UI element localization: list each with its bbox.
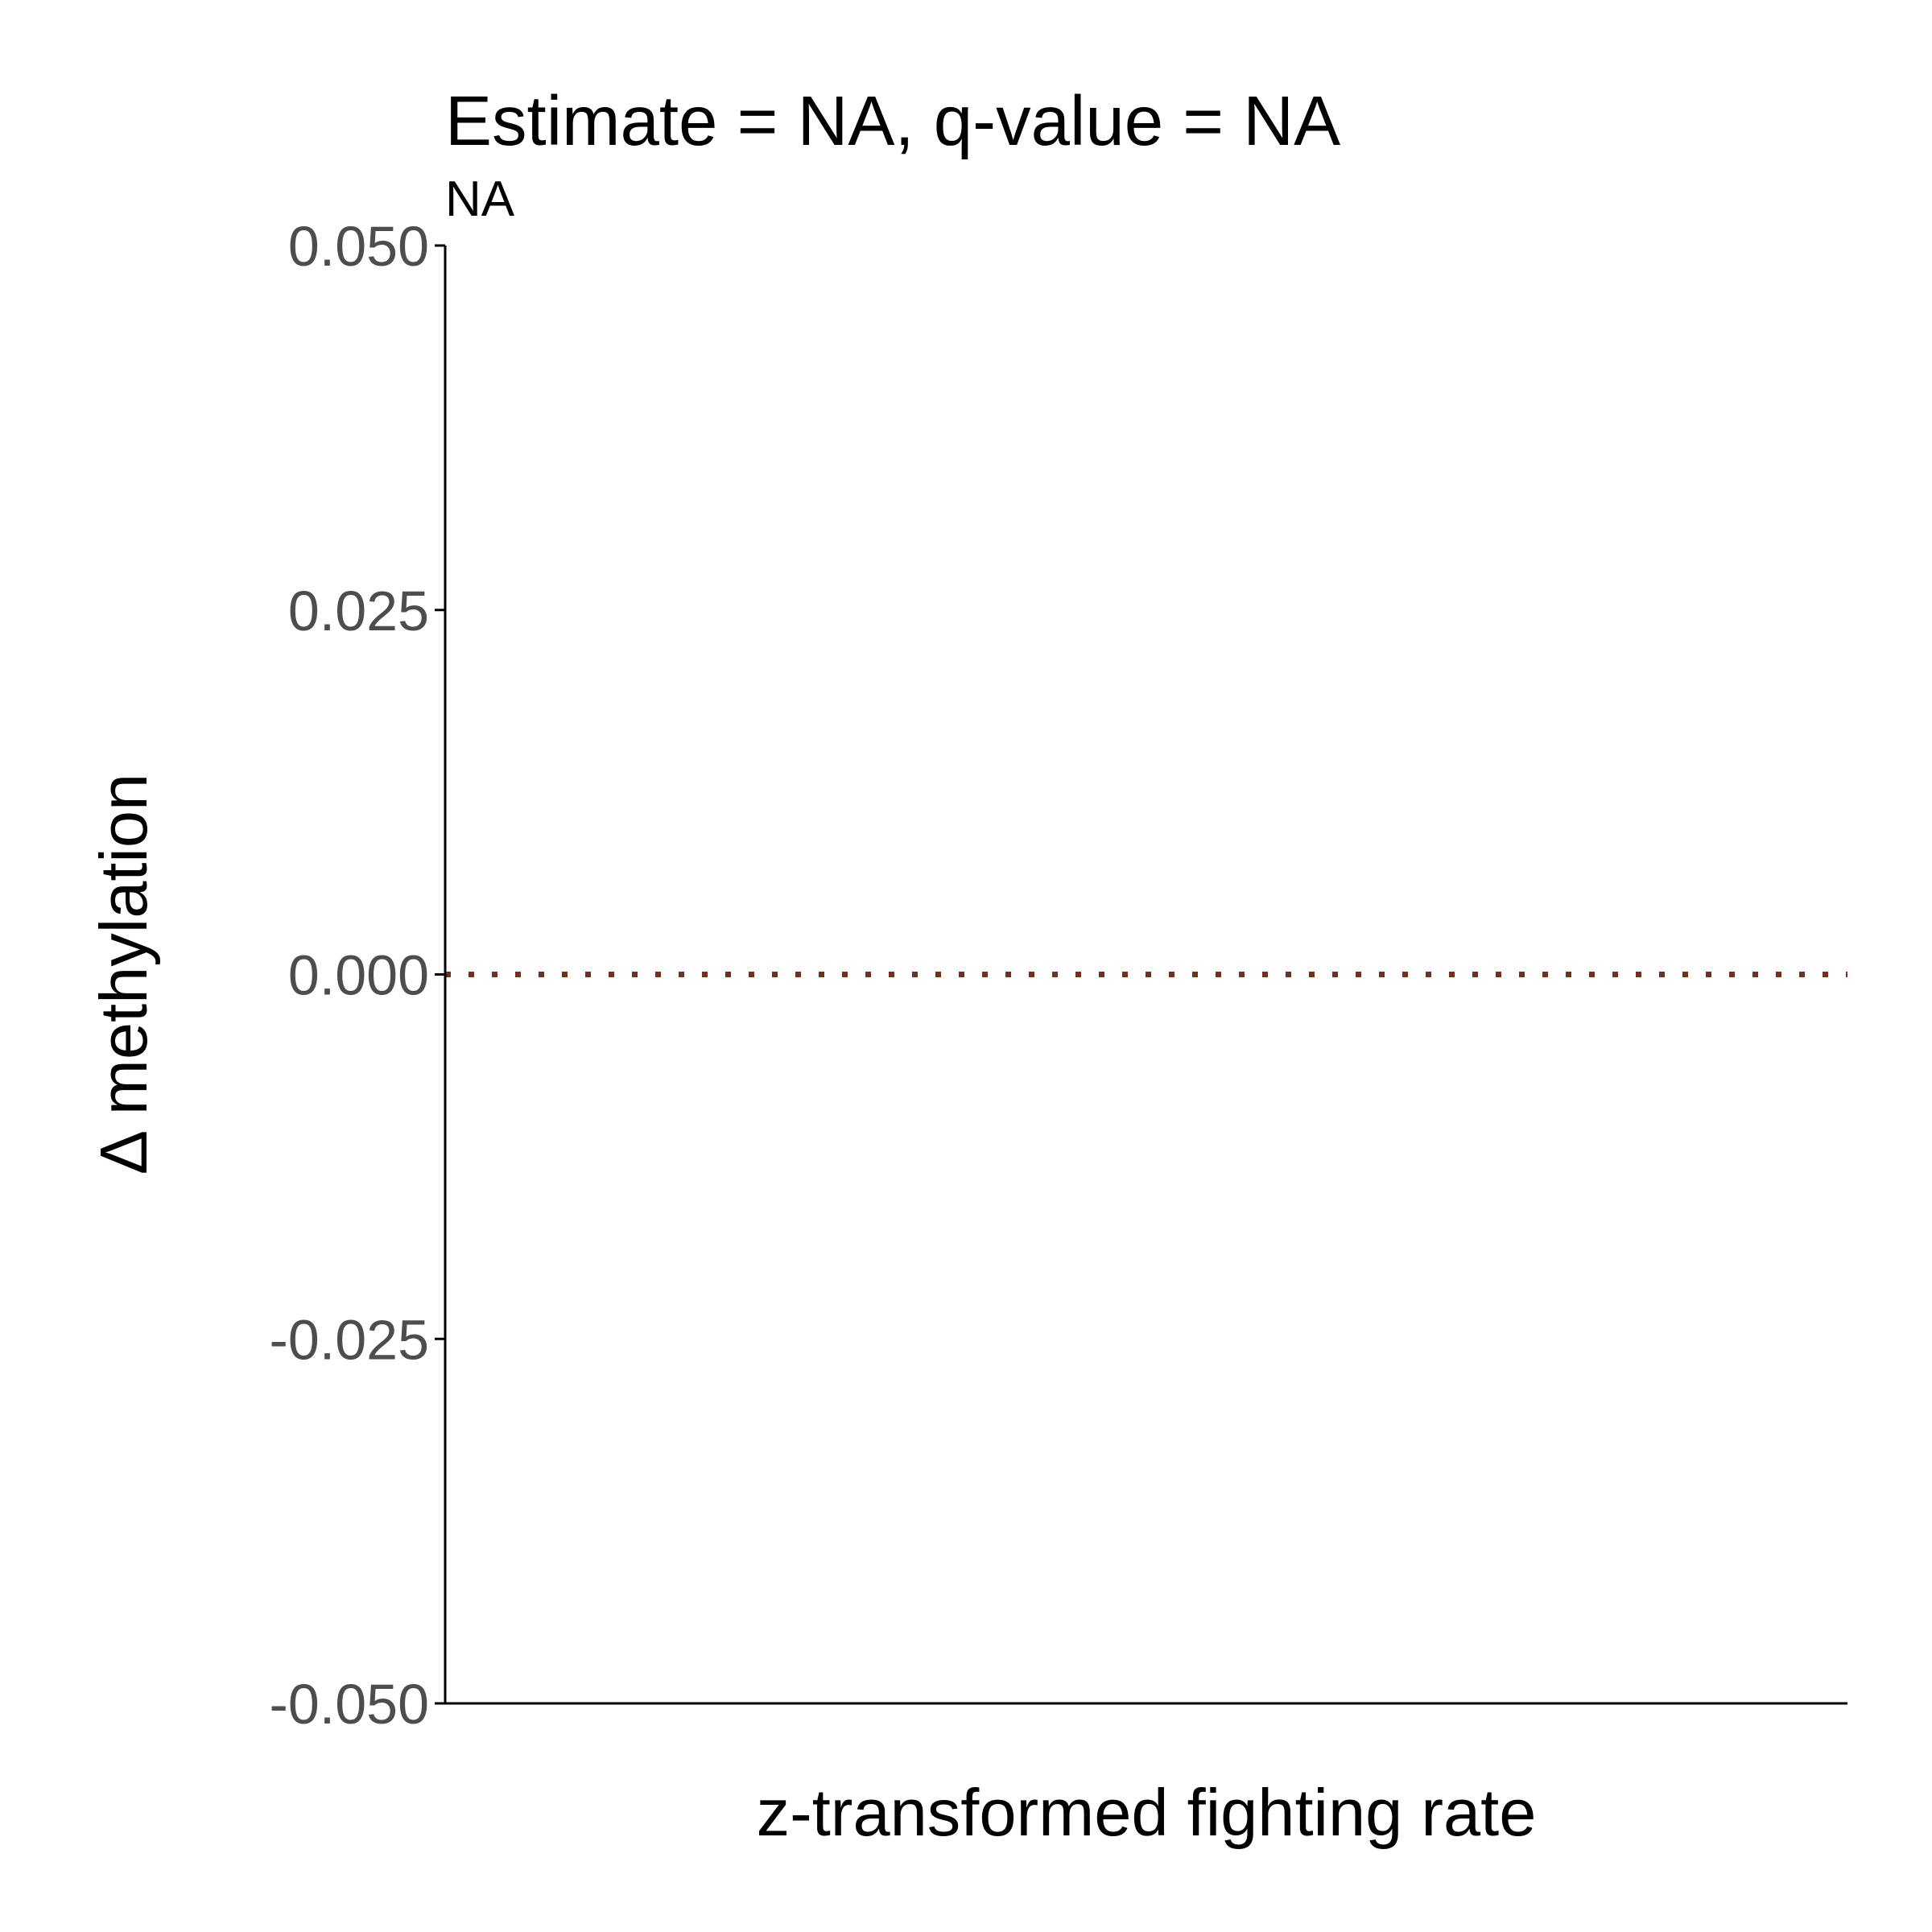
- x-axis-title: z-transformed fighting rate: [757, 1775, 1537, 1850]
- chart-subtitle: NA: [445, 171, 515, 227]
- y-tick-label: -0.050: [270, 1673, 429, 1736]
- y-tick-label: 0.025: [288, 580, 429, 642]
- y-axis-ticks: -0.050 -0.025 0.000 0.025 0.050: [270, 215, 445, 1736]
- y-tick-label: 0.000: [288, 944, 429, 1007]
- chart-title: Estimate = NA, q-value = NA: [445, 82, 1340, 160]
- y-axis-title: Δ methylation: [86, 774, 161, 1174]
- y-tick-label: 0.050: [288, 215, 429, 278]
- y-tick-label: -0.025: [270, 1308, 429, 1371]
